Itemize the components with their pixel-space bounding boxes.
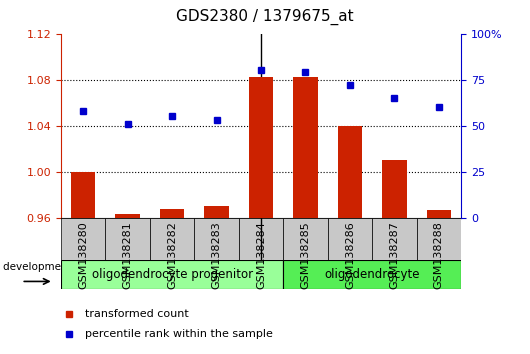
- Text: GSM138285: GSM138285: [301, 221, 311, 289]
- Text: GSM138284: GSM138284: [256, 221, 266, 289]
- Text: GDS2380 / 1379675_at: GDS2380 / 1379675_at: [176, 9, 354, 25]
- Bar: [382, 160, 407, 218]
- Bar: [205, 206, 229, 218]
- Bar: [417, 218, 461, 260]
- Bar: [338, 126, 362, 218]
- Text: development stage: development stage: [3, 262, 104, 272]
- Text: GSM138288: GSM138288: [434, 221, 444, 289]
- Text: GSM138286: GSM138286: [345, 221, 355, 289]
- Bar: [150, 218, 195, 260]
- Bar: [239, 218, 283, 260]
- Text: GSM138280: GSM138280: [78, 221, 88, 289]
- Bar: [372, 218, 417, 260]
- Bar: [71, 172, 95, 218]
- Bar: [293, 78, 317, 218]
- Bar: [105, 218, 150, 260]
- Bar: [195, 218, 239, 260]
- Bar: [61, 218, 105, 260]
- Bar: [116, 214, 140, 218]
- Text: GSM138283: GSM138283: [211, 221, 222, 289]
- Text: GSM138281: GSM138281: [122, 221, 132, 289]
- Text: oligodendrocyte progenitor: oligodendrocyte progenitor: [92, 268, 253, 281]
- Bar: [283, 260, 461, 289]
- Bar: [283, 218, 328, 260]
- Text: oligodendrocyte: oligodendrocyte: [324, 268, 420, 281]
- Bar: [61, 260, 283, 289]
- Text: GSM138287: GSM138287: [390, 221, 400, 289]
- Bar: [249, 78, 273, 218]
- Bar: [427, 210, 451, 218]
- Bar: [160, 209, 184, 218]
- Text: GSM138282: GSM138282: [167, 221, 177, 289]
- Text: transformed count: transformed count: [85, 309, 189, 319]
- Text: percentile rank within the sample: percentile rank within the sample: [85, 329, 273, 339]
- Bar: [328, 218, 372, 260]
